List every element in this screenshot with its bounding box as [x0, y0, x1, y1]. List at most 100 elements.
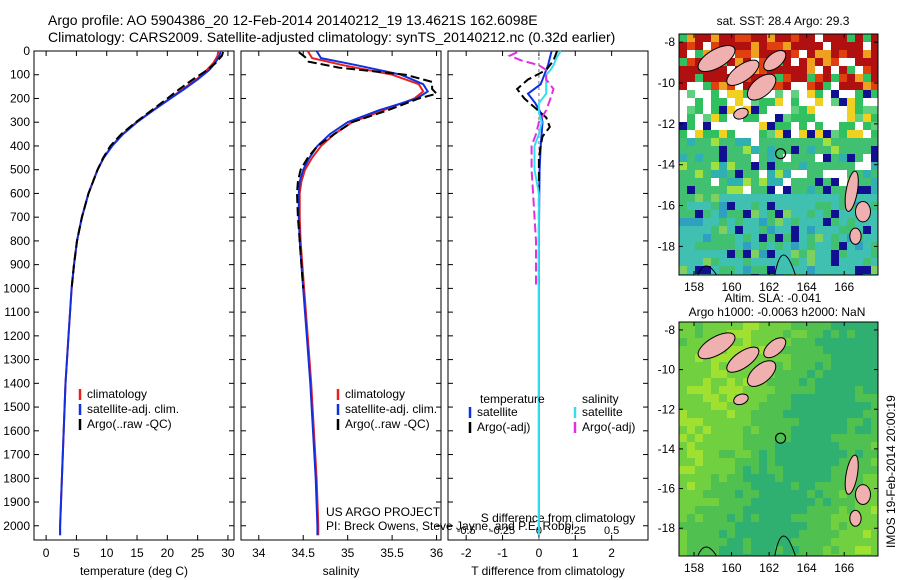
- map-cell: [871, 82, 878, 90]
- map-cell: [775, 442, 783, 450]
- map-cell: [839, 258, 847, 266]
- map-cell: [863, 250, 871, 258]
- map-cell: [855, 322, 863, 330]
- map-cell: [695, 338, 703, 346]
- map-x-tick-label: 166: [834, 280, 854, 294]
- map-cell: [727, 106, 735, 114]
- map-cell: [783, 530, 791, 538]
- map-cell: [863, 74, 871, 82]
- map-cell: [703, 506, 711, 514]
- map-cell: [807, 98, 815, 106]
- map-cell: [751, 146, 759, 154]
- map-cell: [679, 178, 687, 186]
- map-cell: [703, 130, 711, 138]
- map-cell: [719, 266, 727, 274]
- map-cell: [815, 538, 823, 546]
- map-cell: [855, 242, 863, 250]
- map-cell: [871, 426, 878, 434]
- map-cell: [839, 218, 847, 226]
- map-cell: [783, 106, 791, 114]
- map-cell: [711, 250, 719, 258]
- map-cell: [863, 50, 871, 58]
- map-cell: [863, 410, 871, 418]
- map-cell: [871, 266, 878, 274]
- map-cell: [703, 442, 711, 450]
- y-tick-label: 2000: [3, 519, 30, 533]
- map-cell: [775, 82, 783, 90]
- map-cell: [847, 82, 855, 90]
- y-tick-label: 1200: [3, 329, 30, 343]
- map-cell: [791, 522, 799, 530]
- map-cell: [855, 426, 863, 434]
- map-cell: [791, 386, 799, 394]
- map-cell: [687, 394, 695, 402]
- map-cell: [679, 458, 687, 466]
- map-cell: [679, 338, 687, 346]
- map-cell: [727, 506, 735, 514]
- map-cell: [775, 106, 783, 114]
- map-cell: [799, 442, 807, 450]
- map-cell: [719, 370, 727, 378]
- map-cell: [823, 426, 831, 434]
- map-cell: [695, 442, 703, 450]
- map-cell: [871, 458, 878, 466]
- map-cell: [807, 426, 815, 434]
- map-cell: [863, 138, 871, 146]
- map-cell: [791, 154, 799, 162]
- map-cell: [703, 122, 711, 130]
- map-cell: [695, 394, 703, 402]
- map-cell: [727, 554, 735, 556]
- map-cell: [679, 546, 687, 554]
- y-tick-label: 500: [10, 163, 30, 177]
- map-cell: [775, 386, 783, 394]
- map-cell: [831, 330, 839, 338]
- map-cell: [807, 130, 815, 138]
- map-cell: [847, 210, 855, 218]
- map-cell: [807, 498, 815, 506]
- map-cell: [743, 218, 751, 226]
- map-cell: [863, 418, 871, 426]
- map-cell: [807, 34, 815, 42]
- map-cell: [727, 170, 735, 178]
- map-cell: [783, 506, 791, 514]
- map-cell: [847, 74, 855, 82]
- map-cell: [719, 34, 727, 42]
- map-cell: [823, 546, 831, 554]
- map-cell: [735, 322, 743, 330]
- map-cell: [799, 402, 807, 410]
- map-cell: [839, 170, 847, 178]
- map-cell: [839, 106, 847, 114]
- map-cell: [839, 74, 847, 82]
- map-cell: [759, 522, 767, 530]
- map-cell: [687, 50, 695, 58]
- map-cell: [831, 58, 839, 66]
- map-y-tick-label: -12: [658, 402, 676, 416]
- map-y-tick-label: -16: [658, 482, 676, 496]
- map-cell: [855, 34, 863, 42]
- map-cell: [703, 522, 711, 530]
- map-cell: [823, 74, 831, 82]
- map-cell: [767, 410, 775, 418]
- map-cell: [823, 210, 831, 218]
- map-cell: [727, 418, 735, 426]
- map-cell: [831, 538, 839, 546]
- map-y-tick-label: -12: [658, 117, 676, 131]
- x-tick-label: 30: [221, 546, 235, 560]
- map-cell: [703, 74, 711, 82]
- map-cell: [815, 346, 823, 354]
- map-cell: [807, 402, 815, 410]
- map-cell: [847, 242, 855, 250]
- map-cell: [679, 538, 687, 546]
- map-cell: [735, 434, 743, 442]
- map-cell: [871, 546, 878, 554]
- map-cell: [775, 458, 783, 466]
- map-cell: [767, 434, 775, 442]
- map-cell: [847, 506, 855, 514]
- map-cell: [791, 402, 799, 410]
- map-cell: [863, 322, 871, 330]
- map-cell: [799, 394, 807, 402]
- island: [733, 393, 749, 406]
- map-cell: [871, 338, 878, 346]
- map-cell: [815, 458, 823, 466]
- map-cell: [751, 538, 759, 546]
